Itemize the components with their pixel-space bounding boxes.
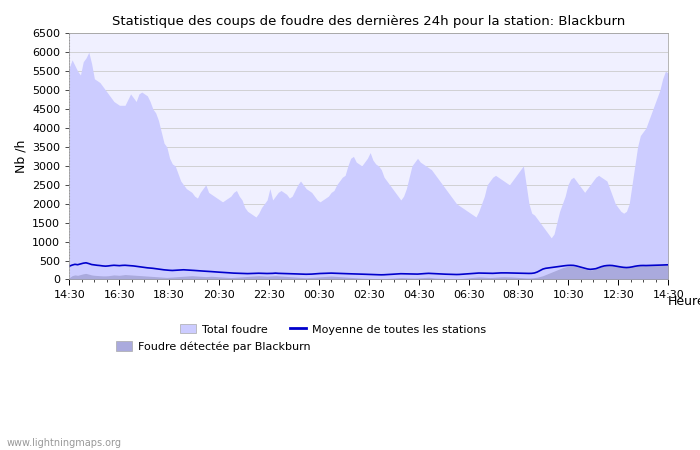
Y-axis label: Nb /h: Nb /h <box>15 140 28 173</box>
X-axis label: Heure: Heure <box>667 296 700 309</box>
Text: www.lightningmaps.org: www.lightningmaps.org <box>7 438 122 448</box>
Legend: Foudre détectée par Blackburn: Foudre détectée par Blackburn <box>111 337 315 356</box>
Title: Statistique des coups de foudre des dernières 24h pour la station: Blackburn: Statistique des coups de foudre des dern… <box>112 15 625 28</box>
